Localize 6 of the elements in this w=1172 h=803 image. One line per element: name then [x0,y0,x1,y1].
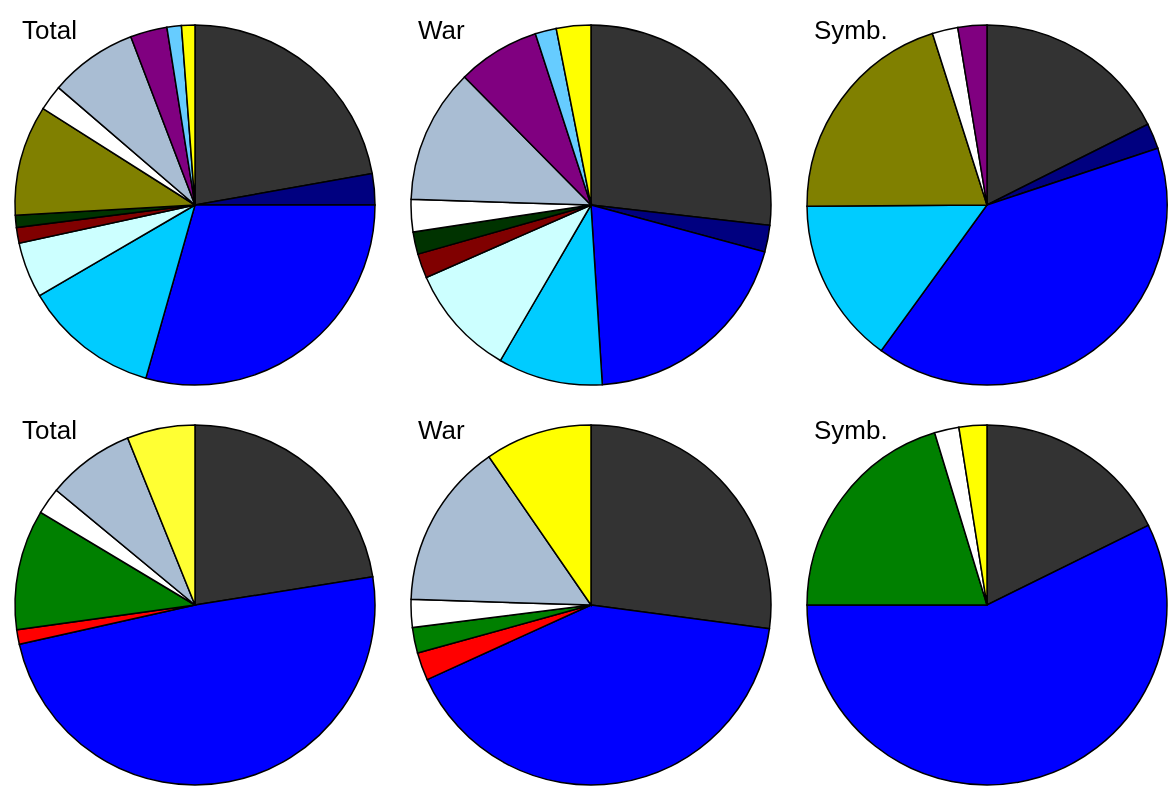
chart-title: Total [22,415,77,445]
chart-title: Symb. [814,15,888,45]
chart-title: War [418,15,466,45]
chart-title: War [418,415,466,445]
chart-title: Symb. [814,415,888,445]
chart-title: Total [22,15,77,45]
